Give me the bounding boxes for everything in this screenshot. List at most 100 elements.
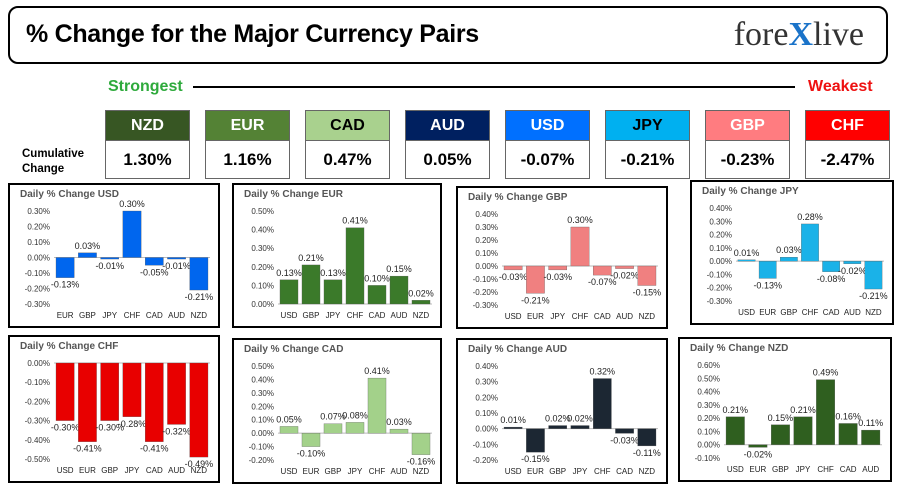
x-category-label: GBP [772,465,789,474]
bar [389,428,409,434]
chart-title: Daily % Change EUR [244,189,343,200]
y-tick-label: 0.10% [251,416,274,425]
bar [345,227,365,305]
rank-box-nzd: NZD 1.30% [105,110,190,179]
y-tick-label: 0.40% [475,210,498,219]
bar [637,428,657,447]
x-category-label: NZD [865,308,882,317]
x-category-label: JPY [326,311,341,320]
y-tick-label: 0.30% [27,207,50,216]
x-category-label: JPY [102,311,117,320]
bar [144,362,164,442]
data-label: -0.02% [838,266,867,276]
y-tick-label: 0.10% [475,409,498,418]
data-label: -0.28% [118,419,147,429]
x-category-label: CAD [146,466,163,475]
x-category-label: USD [57,466,74,475]
bar [816,379,835,445]
data-label: 0.03% [776,245,802,255]
chart-panel-eur: Daily % Change EUR 0.50% 0.40% 0.30% 0.20% 0.… [232,183,442,328]
data-label: 0.07% [320,412,346,422]
y-tick-label: 0.50% [697,374,720,383]
y-tick-label: 0.20% [27,223,50,232]
y-tick-label: 0.10% [709,244,732,253]
strength-arrow-line [193,86,795,88]
x-category-label: EUR [527,312,544,321]
x-category-label: CHF [594,467,611,476]
bar [323,279,343,305]
x-category-label: GBP [303,311,320,320]
data-label: -0.49% [185,459,214,469]
x-category-label: CHF [369,467,386,476]
data-label: -0.15% [633,288,662,298]
bar [55,362,75,421]
chart-panel-aud: Daily % Change AUD 0.40% 0.30% 0.20% 0.10% 0.… [456,338,668,484]
data-label: 0.41% [364,366,390,376]
y-tick-label: 0.30% [709,217,732,226]
data-label: -0.21% [521,295,550,305]
y-tick-label: 0.20% [709,231,732,240]
rank-currency: NZD [106,111,189,141]
bar [793,416,813,445]
y-tick-label: -0.20% [707,284,732,293]
y-tick-label: -0.20% [249,456,274,465]
chart-svg: 0.40%0.30%0.20%0.10%0.00%-0.10%-0.20%-0.… [473,210,662,321]
data-label: 0.02% [545,414,571,424]
x-category-label: NZD [191,311,208,320]
chart-title: Daily % Change NZD [690,343,789,354]
data-label: 0.05% [276,414,302,424]
chart-panel-chf: Daily % Change CHF 0.00% -0.10% -0.20% -0.30… [8,335,220,483]
chart-panel-gbp: Daily % Change GBP 0.40% 0.30% 0.20% 0.10% 0.… [456,186,668,329]
rank-currency: CAD [306,111,389,141]
bar [758,260,777,279]
x-category-label: EUR [749,465,766,474]
y-tick-label: 0.20% [251,263,274,272]
y-tick-label: -0.10% [695,454,720,463]
y-tick-label: 0.00% [697,441,720,450]
y-tick-label: -0.10% [473,440,498,449]
y-tick-label: 0.20% [475,236,498,245]
data-label: 0.16% [835,411,861,421]
data-label: 0.01% [500,415,526,425]
x-category-label: CAD [146,311,163,320]
x-category-label: EUR [527,467,544,476]
bar [167,257,186,260]
bar [637,265,657,286]
bar [548,265,568,271]
x-category-label: USD [281,311,298,320]
bar [570,226,590,267]
bar [843,260,862,264]
forexlive-logo: foreXlive [733,16,864,53]
x-category-label: JPY [550,312,565,321]
y-tick-label: 0.40% [251,226,274,235]
y-tick-label: -0.10% [25,378,50,387]
data-label: -0.13% [51,280,80,290]
x-category-label: JPY [125,466,140,475]
bar [411,300,431,305]
x-category-label: AUD [391,467,408,476]
bar [189,362,209,458]
x-category-label: CAD [616,467,633,476]
rank-box-aud: AUD 0.05% [405,110,490,179]
x-category-label: USD [505,467,522,476]
x-category-label: USD [505,312,522,321]
y-tick-label: 0.40% [475,362,498,371]
chart-panel-cad: Daily % Change CAD 0.50% 0.40% 0.30% 0.20% 0.… [232,338,442,484]
data-label: 0.15% [768,413,794,423]
bar [345,422,365,434]
data-label: -0.11% [633,448,661,458]
data-label: -0.02% [744,449,773,459]
bar [771,424,790,445]
bar [100,362,120,421]
rank-cumulative-value: 0.47% [323,150,372,169]
bar [301,432,321,447]
bar [122,210,142,258]
data-label: -0.15% [521,454,550,464]
y-tick-label: 0.30% [475,378,498,387]
x-category-label: CHF [802,308,819,317]
rank-currency: CHF [806,111,889,141]
y-tick-label: 0.00% [475,425,498,434]
bar [301,264,321,305]
data-label: 0.11% [858,418,883,428]
bar [615,265,634,269]
